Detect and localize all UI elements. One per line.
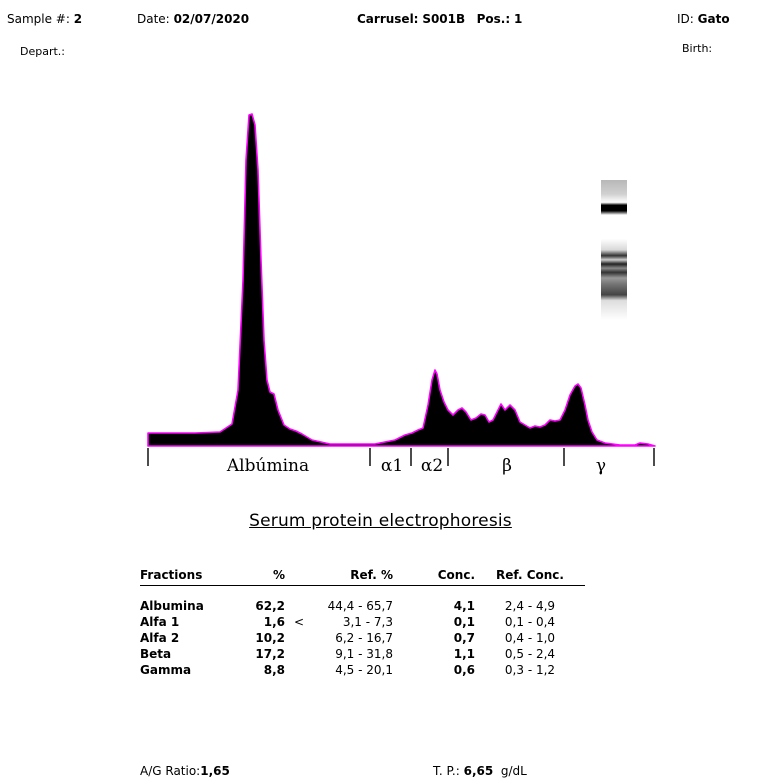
fraction-ref-percent: 4,5 - 20,1 [335, 663, 393, 677]
total-protein-label: T. P.: [433, 764, 460, 778]
fraction-ref-conc: 2,4 - 4,9 [504, 599, 556, 613]
fraction-ref-conc: 0,1 - 0,4 [504, 615, 556, 629]
fraction-ref-percent: 6,2 - 16,7 [335, 631, 393, 645]
column-header-flag [285, 565, 313, 586]
table-row: Gamma 8,8 4,5 - 20,1 0,6 0,3 - 1,2 [140, 662, 585, 678]
fraction-name: Alfa 2 [140, 631, 180, 645]
results-table: Fractions % Ref. % Conc. Ref. Conc. Albu… [140, 565, 585, 678]
fraction-conc: 0,1 [453, 615, 475, 629]
fraction-name: Albumina [140, 599, 204, 613]
total-protein-unit: g/dL [500, 764, 527, 778]
column-header-fractions: Fractions [140, 565, 235, 586]
carrusel-field: Carrusel: S001B Pos.: 1 [357, 12, 522, 26]
fraction-label-alpha1: α1 [381, 456, 403, 476]
date-label: Date: [137, 12, 170, 26]
date-field: Date: 02/07/2020 [137, 12, 249, 26]
range-flag: < [293, 615, 305, 629]
table-row: Albumina 62,2 44,4 - 65,7 4,1 2,4 - 4,9 [140, 598, 585, 614]
sample-value: 2 [73, 12, 83, 26]
id-value: Gato [697, 12, 730, 26]
ag-ratio-label: A/G Ratio: [140, 764, 201, 778]
column-header-ref-conc: Ref. Conc. [475, 565, 585, 586]
fraction-ref-conc: 0,5 - 2,4 [504, 647, 556, 661]
electropherogram-curve [147, 113, 656, 447]
fraction-ref-percent: 3,1 - 7,3 [342, 615, 393, 629]
table-row: Alfa 2 10,2 6,2 - 16,7 0,7 0,4 - 1,0 [140, 630, 585, 646]
fraction-percent: 62,2 [255, 599, 285, 613]
range-flag [285, 630, 313, 646]
fraction-name: Gamma [140, 663, 192, 677]
fraction-conc: 4,1 [453, 599, 475, 613]
fraction-name: Alfa 1 [140, 615, 180, 629]
range-flag [285, 598, 313, 614]
fraction-ref-conc: 0,4 - 1,0 [504, 631, 556, 645]
fraction-percent: 17,2 [255, 647, 285, 661]
column-header-ref-percent: Ref. % [313, 565, 393, 586]
gel-strip [601, 180, 627, 320]
fraction-ref-conc: 0,3 - 1,2 [504, 663, 556, 677]
electropherogram: Albúmina α1 α2 β γ [147, 113, 656, 476]
total-protein-value: 6,65 [463, 764, 494, 778]
column-header-percent: % [235, 565, 285, 586]
range-flag [285, 662, 313, 678]
table-row: Alfa 1 1,6 < 3,1 - 7,3 0,1 0,1 - 0,4 [140, 614, 585, 630]
fraction-label-albumin: Albúmina [226, 456, 309, 476]
fraction-name: Beta [140, 647, 172, 661]
depart-label: Depart.: [20, 45, 65, 58]
ag-ratio: A/G Ratio:1,65 [140, 764, 230, 778]
id-field: ID: Gato [677, 12, 730, 26]
sample-number: Sample #: 2 [7, 12, 82, 26]
fraction-conc: 1,1 [453, 647, 475, 661]
ag-ratio-value: 1,65 [200, 764, 230, 778]
pos-value: 1 [513, 12, 523, 26]
table-row: Beta 17,2 9,1 - 31,8 1,1 0,5 - 2,4 [140, 646, 585, 662]
range-flag [285, 646, 313, 662]
date-value: 02/07/2020 [173, 12, 250, 26]
total-protein: T. P.: 6,65 g/dL [433, 764, 527, 778]
sample-label: Sample #: [7, 12, 70, 26]
report-title: Serum protein electrophoresis [249, 511, 512, 531]
fraction-ref-percent: 44,4 - 65,7 [327, 599, 393, 613]
id-label: ID: [677, 12, 694, 26]
fraction-label-alpha2: α2 [421, 456, 443, 476]
fraction-conc: 0,6 [453, 663, 475, 677]
pos-label: Pos.: [476, 12, 511, 26]
fraction-label-beta: β [502, 456, 512, 476]
carrusel-value: S001B [422, 12, 466, 26]
fraction-percent: 1,6 [263, 615, 285, 629]
fraction-percent: 10,2 [255, 631, 285, 645]
column-header-conc: Conc. [393, 565, 475, 586]
birth-label: Birth: [682, 42, 713, 55]
fraction-conc: 0,7 [453, 631, 475, 645]
table-header-row: Fractions % Ref. % Conc. Ref. Conc. [140, 565, 585, 586]
carrusel-label: Carrusel: [357, 12, 419, 26]
fraction-ref-percent: 9,1 - 31,8 [335, 647, 393, 661]
fraction-label-gamma: γ [596, 456, 606, 476]
fraction-percent: 8,8 [263, 663, 285, 677]
